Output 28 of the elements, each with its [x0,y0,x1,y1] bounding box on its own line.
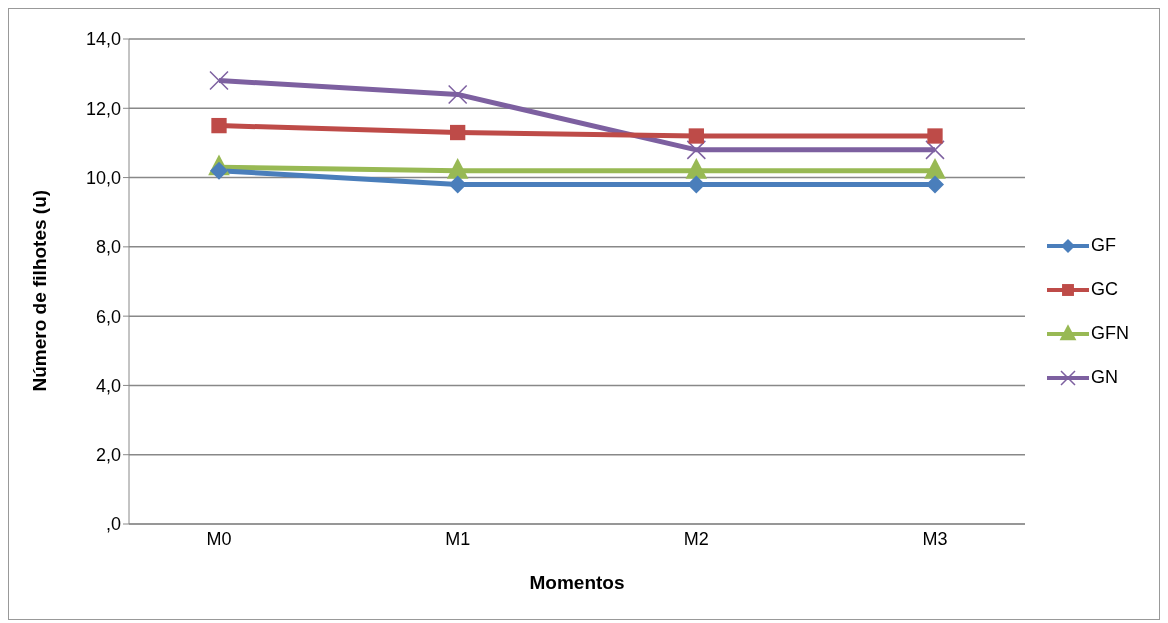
y-tick-label: 14,0 [85,29,121,50]
y-tick-label: 6,0 [95,306,121,327]
y-tick-label: 10,0 [85,167,121,188]
y-tick-label: 12,0 [85,98,121,119]
legend-label: GN [1091,367,1118,388]
point [926,175,944,194]
point [209,70,229,91]
x-tick-label: M2 [683,528,709,549]
point [927,128,943,144]
legend-label: GFN [1091,323,1129,344]
x-axis-title: Momentos [529,572,625,593]
y-tick-label: 8,0 [95,237,121,258]
point [925,140,945,160]
x-tick-label: M1 [445,528,471,549]
point [450,124,466,141]
point [688,128,704,144]
x-tick-label: M3 [922,528,948,549]
y-tick-label: ,0 [105,514,121,535]
point [211,117,227,134]
legend-label: GC [1091,279,1118,300]
legend-label: GF [1091,235,1116,256]
y-tick-label: 4,0 [95,375,121,396]
point [210,161,228,180]
x-tick-label: M0 [206,528,232,549]
y-axis-title: Número de filhotes (u) [28,189,50,392]
point [447,84,468,105]
point [686,140,707,160]
y-tick-label: 2,0 [95,445,121,466]
